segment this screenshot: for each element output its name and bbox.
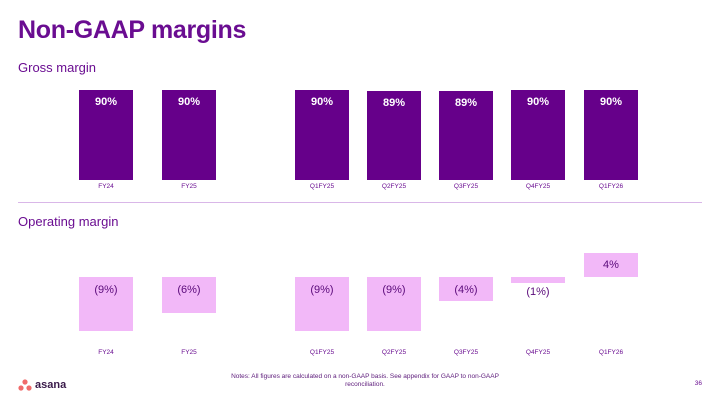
asana-logo: asana bbox=[18, 379, 66, 391]
gross-margin-value-label: 89% bbox=[455, 97, 477, 109]
operating-margin-bar bbox=[584, 253, 638, 277]
gross-margin-category-label: Q4FY25 bbox=[526, 183, 551, 190]
operating-margin-bar bbox=[367, 277, 421, 331]
gross-margin-bar bbox=[439, 91, 493, 180]
operating-margin-value-label: (9%) bbox=[382, 284, 405, 296]
gross-margin-category-label: Q2FY25 bbox=[382, 183, 407, 190]
operating-margin-bar bbox=[295, 277, 349, 331]
gross-margin-category-label: Q1FY25 bbox=[310, 183, 335, 190]
operating-margin-value-label: 4% bbox=[603, 259, 619, 271]
footer-note: Notes: All figures are calculated on a n… bbox=[231, 373, 499, 388]
operating-margin-bar bbox=[439, 277, 493, 301]
slide-title: Non-GAAP margins bbox=[18, 16, 247, 44]
operating-margin-bar bbox=[511, 277, 565, 283]
gross-margin-category-label: FY25 bbox=[181, 183, 197, 190]
gross-margin-heading: Gross margin bbox=[18, 60, 97, 75]
operating-margin-bar bbox=[162, 277, 216, 313]
operating-margin-value-label: (9%) bbox=[94, 284, 117, 296]
margins-chart: 90% FY24 90% FY25 90% Q1FY25 89% Q2FY25 89% Q3FY2… bbox=[79, 90, 638, 356]
operating-margin-value-label: (1%) bbox=[526, 286, 549, 298]
gross-margin-bar bbox=[79, 90, 133, 180]
operating-margin-value-label: (4%) bbox=[454, 284, 477, 296]
operating-margin-category-label: Q1FY26 bbox=[599, 349, 624, 356]
gross-margin-value-label: 89% bbox=[383, 97, 405, 109]
gross-margin-value-label: 90% bbox=[95, 96, 117, 108]
gross-margin-bar bbox=[367, 91, 421, 180]
logo-wordmark: asana bbox=[35, 379, 67, 391]
gross-margin-value-label: 90% bbox=[600, 96, 622, 108]
gross-margin-category-label: FY24 bbox=[98, 183, 114, 190]
gross-margin-bar bbox=[295, 90, 349, 180]
operating-margin-value-label: (9%) bbox=[310, 284, 333, 296]
section-divider bbox=[18, 202, 702, 203]
gross-margin-category-label: Q1FY26 bbox=[599, 183, 624, 190]
operating-margin-value-label: (6%) bbox=[177, 284, 200, 296]
operating-margin-category-label: Q3FY25 bbox=[454, 349, 479, 356]
gross-margin-value-label: 90% bbox=[311, 96, 333, 108]
operating-margin-category-label: Q4FY25 bbox=[526, 349, 551, 356]
gross-margin-bar bbox=[162, 90, 216, 180]
gross-margin-bar bbox=[584, 90, 638, 180]
asana-logo-icon bbox=[18, 379, 32, 391]
operating-margin-category-label: FY24 bbox=[98, 349, 114, 356]
operating-margin-category-label: FY25 bbox=[181, 349, 197, 356]
gross-margin-category-label: Q3FY25 bbox=[454, 183, 479, 190]
gross-margin-value-label: 90% bbox=[527, 96, 549, 108]
operating-margin-category-label: Q1FY25 bbox=[310, 349, 335, 356]
operating-margin-heading: Operating margin bbox=[18, 214, 119, 229]
operating-margin-bar bbox=[79, 277, 133, 331]
gross-margin-bar bbox=[511, 90, 565, 180]
operating-margin-category-label: Q2FY25 bbox=[382, 349, 407, 356]
gross-margin-value-label: 90% bbox=[178, 96, 200, 108]
page-number: 36 bbox=[694, 380, 702, 387]
